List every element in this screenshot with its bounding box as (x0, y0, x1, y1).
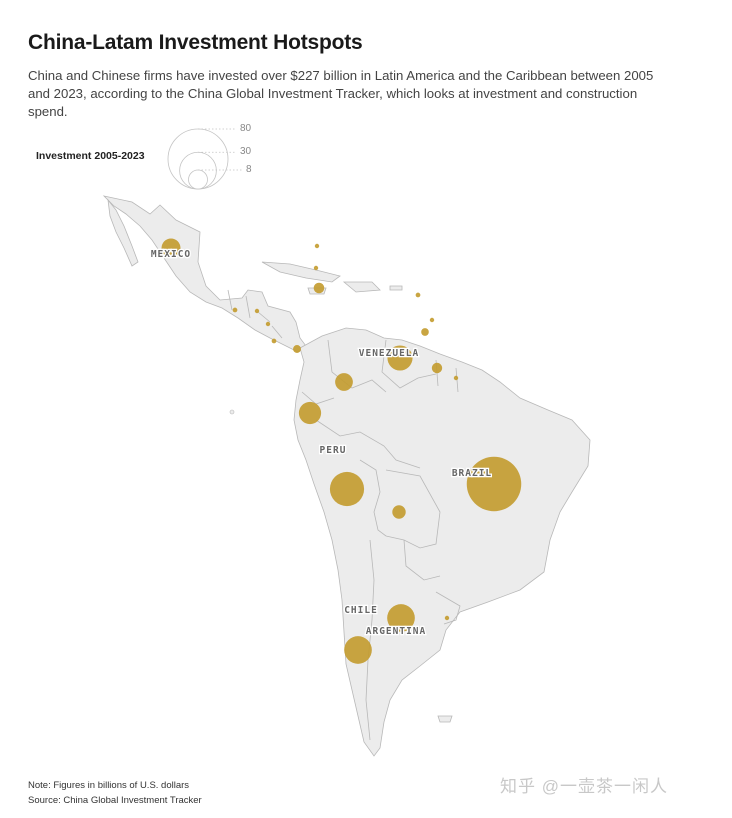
legend-value-8: 8 (246, 164, 252, 175)
legend-value-80: 80 (240, 123, 252, 134)
chart-subtitle: China and Chinese firms have invested ov… (28, 68, 654, 119)
investment-bubble-dominica (415, 292, 421, 298)
country-label-chile: CHILE (344, 605, 378, 616)
country-label-brazil: BRAZIL (452, 468, 492, 479)
investment-bubbles (161, 238, 522, 664)
investment-bubble-chile (344, 636, 372, 664)
country-label-venezuela: VENEZUELA (359, 348, 419, 359)
investment-bubble-uruguay (444, 615, 450, 621)
investment-bubble-costa-rica (271, 338, 277, 344)
investment-bubble-trinidad-and-tobago (421, 328, 429, 336)
legend-leaders (198, 128, 242, 171)
investment-bubble-peru (329, 471, 365, 507)
investment-bubble-guyana (431, 362, 443, 374)
watermark: 知乎 @一壶茶一闲人 (500, 777, 668, 796)
legend-circle-8 (188, 169, 208, 190)
borders-layer (227, 289, 461, 741)
investment-bubble-nicaragua (265, 321, 271, 327)
investment-bubble-venezuela (387, 345, 413, 371)
land-baja (107, 198, 139, 267)
legend-circles (167, 128, 229, 190)
investment-bubble-bolivia (392, 505, 406, 519)
footer-source: Source: China Global Investment Tracker (28, 795, 202, 806)
investment-bubble-honduras (254, 308, 260, 314)
land-cuba (261, 261, 341, 283)
investment-bubble-argentina (387, 604, 415, 632)
investment-bubble-bahamas (314, 243, 320, 249)
footer-note: Note: Figures in billions of U.S. dollar… (28, 780, 190, 791)
investment-bubble-mexico (161, 238, 181, 258)
investment-bubble-guatemala (232, 307, 238, 313)
investment-bubble-brazil (466, 456, 522, 512)
investment-bubble-panama (293, 345, 301, 353)
country-label-peru: PERU (320, 445, 347, 456)
country-label-mexico: MEXICO (151, 249, 191, 260)
land-puerto-rico (389, 285, 403, 291)
land-south-america (293, 327, 591, 757)
country-label-argentina: ARGENTINA (366, 626, 426, 637)
land-falklands (437, 715, 453, 723)
land-hispaniola (342, 281, 381, 293)
legend-title: Investment 2005-2023 (36, 150, 145, 162)
land-mexico-central-america (102, 195, 307, 353)
chart-title: China-Latam Investment Hotspots (28, 31, 363, 54)
investment-bubble-suriname (453, 375, 459, 381)
investment-bubble-ecuador (298, 401, 322, 425)
legend-value-30: 30 (240, 146, 252, 157)
investment-bubble-jamaica (313, 282, 325, 294)
investment-bubble-cuba (313, 265, 319, 271)
investment-bubble-colombia (335, 373, 353, 391)
investment-bubble-barbados (429, 317, 435, 323)
